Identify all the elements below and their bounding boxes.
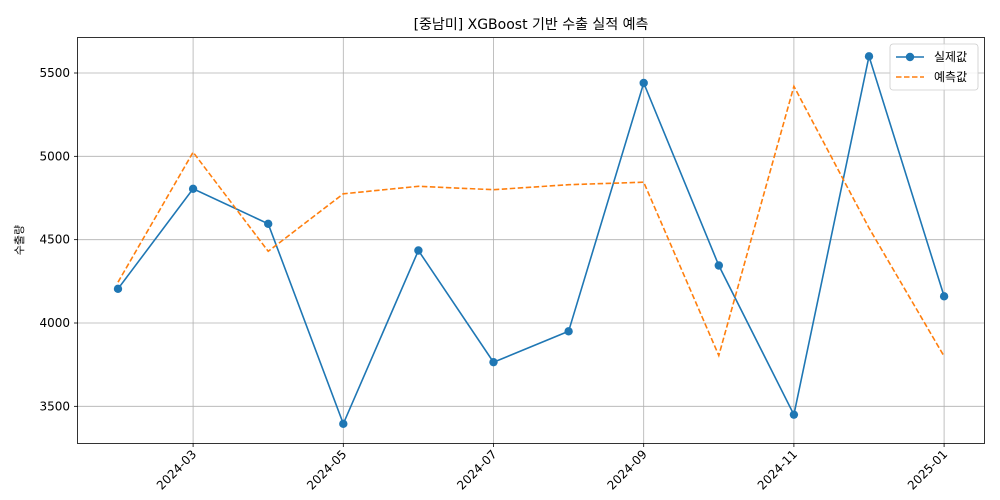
chart-title: [중남미] XGBoost 기반 수출 실적 예측	[414, 17, 649, 33]
actual-series-line	[117, 53, 945, 426]
actual-data-point	[789, 410, 799, 419]
actual-data-point	[339, 419, 348, 429]
legend-label: 예측값	[934, 70, 967, 84]
legend-marker	[905, 52, 915, 62]
predicted-series-line	[117, 84, 945, 358]
series-layer	[113, 52, 949, 429]
actual-data-point	[864, 52, 874, 61]
actual-data-point	[714, 261, 723, 270]
legend-label: 실제값	[934, 50, 967, 64]
gridlines	[78, 38, 984, 443]
actual-data-point	[639, 78, 648, 88]
y-tick-label: 4000	[39, 316, 70, 330]
actual-data-point	[564, 327, 573, 336]
y-axis: 3500 4000 4500 5000 5500	[39, 66, 78, 413]
actual-data-point	[188, 184, 198, 194]
actual-data-point	[414, 246, 423, 255]
y-axis-label: 수출량	[13, 225, 26, 255]
actual-data-point	[264, 219, 273, 229]
actual-data-point	[113, 284, 123, 294]
y-tick-label: 3500	[39, 399, 70, 413]
actual-data-point	[939, 292, 949, 301]
y-tick-label: 4500	[39, 233, 70, 247]
y-tick-label: 5000	[39, 149, 70, 163]
plot-area-frame	[77, 37, 985, 444]
y-tick-label: 5500	[39, 66, 70, 80]
actual-data-point	[489, 357, 498, 367]
